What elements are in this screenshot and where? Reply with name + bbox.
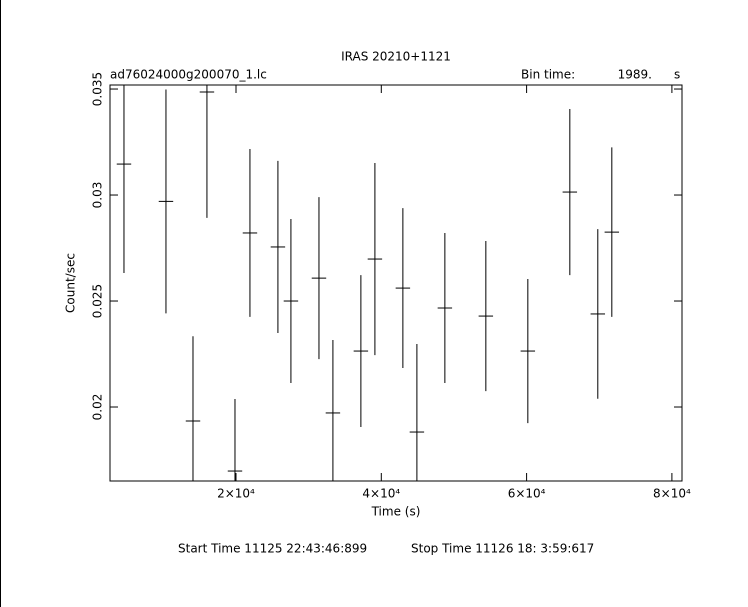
file-name: ad76024000g200070_1.lc	[110, 68, 267, 82]
y-tick-label: 0.03	[91, 182, 105, 209]
plot-area	[116, 85, 620, 481]
bin-time-label: Bin time:	[521, 68, 575, 82]
bin-time-unit: s	[674, 68, 680, 82]
x-tick-label: 4×10⁴	[362, 487, 400, 501]
y-axis-label: Count/sec	[64, 253, 78, 313]
x-axis-label: Time (s)	[371, 505, 421, 519]
x-tick-label: 6×10⁴	[508, 487, 546, 501]
x-tick-label: 2×10⁴	[217, 487, 255, 501]
y-tick-label: 0.025	[91, 284, 105, 318]
start-time: Start Time 11125 22:43:46:899	[178, 542, 367, 556]
chart-title: IRAS 20210+1121	[341, 50, 451, 64]
y-tick-label: 0.02	[91, 394, 105, 421]
plot-frame	[109, 84, 683, 482]
bin-time-value: 1989.	[618, 68, 652, 82]
y-tick-label: 0.035	[91, 72, 105, 106]
stop-time: Stop Time 11126 18: 3:59:617	[411, 542, 594, 556]
x-tick-label: 8×10⁴	[653, 487, 691, 501]
